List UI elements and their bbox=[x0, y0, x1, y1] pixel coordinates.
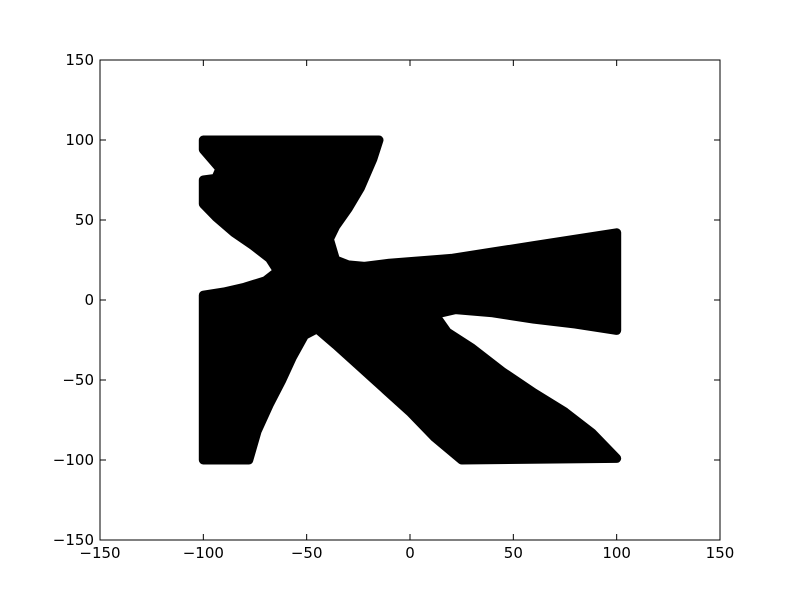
y-tick-label: 100 bbox=[65, 131, 94, 149]
y-tick-label: 50 bbox=[75, 211, 94, 229]
y-tick-label: −150 bbox=[53, 531, 94, 549]
x-tick-label: −100 bbox=[183, 544, 224, 562]
y-tick-label: −100 bbox=[53, 451, 94, 469]
plot-area bbox=[198, 135, 622, 465]
scatter-point-cloud-0 bbox=[198, 135, 622, 465]
x-tick-label: −150 bbox=[79, 544, 120, 562]
y-axis: −150 −100 −50 0 50 100 150 bbox=[53, 51, 720, 549]
x-tick-label: −50 bbox=[291, 544, 323, 562]
x-axis: −150 −100 −50 0 50 100 150 bbox=[79, 60, 734, 562]
x-tick-label: 50 bbox=[504, 544, 523, 562]
x-tick-label: 0 bbox=[405, 544, 415, 562]
x-tick-label: 150 bbox=[706, 544, 735, 562]
y-tick-label: 150 bbox=[65, 51, 94, 69]
y-tick-label: 0 bbox=[84, 291, 94, 309]
y-tick-label: −50 bbox=[62, 371, 94, 389]
x-tick-label: 100 bbox=[602, 544, 631, 562]
